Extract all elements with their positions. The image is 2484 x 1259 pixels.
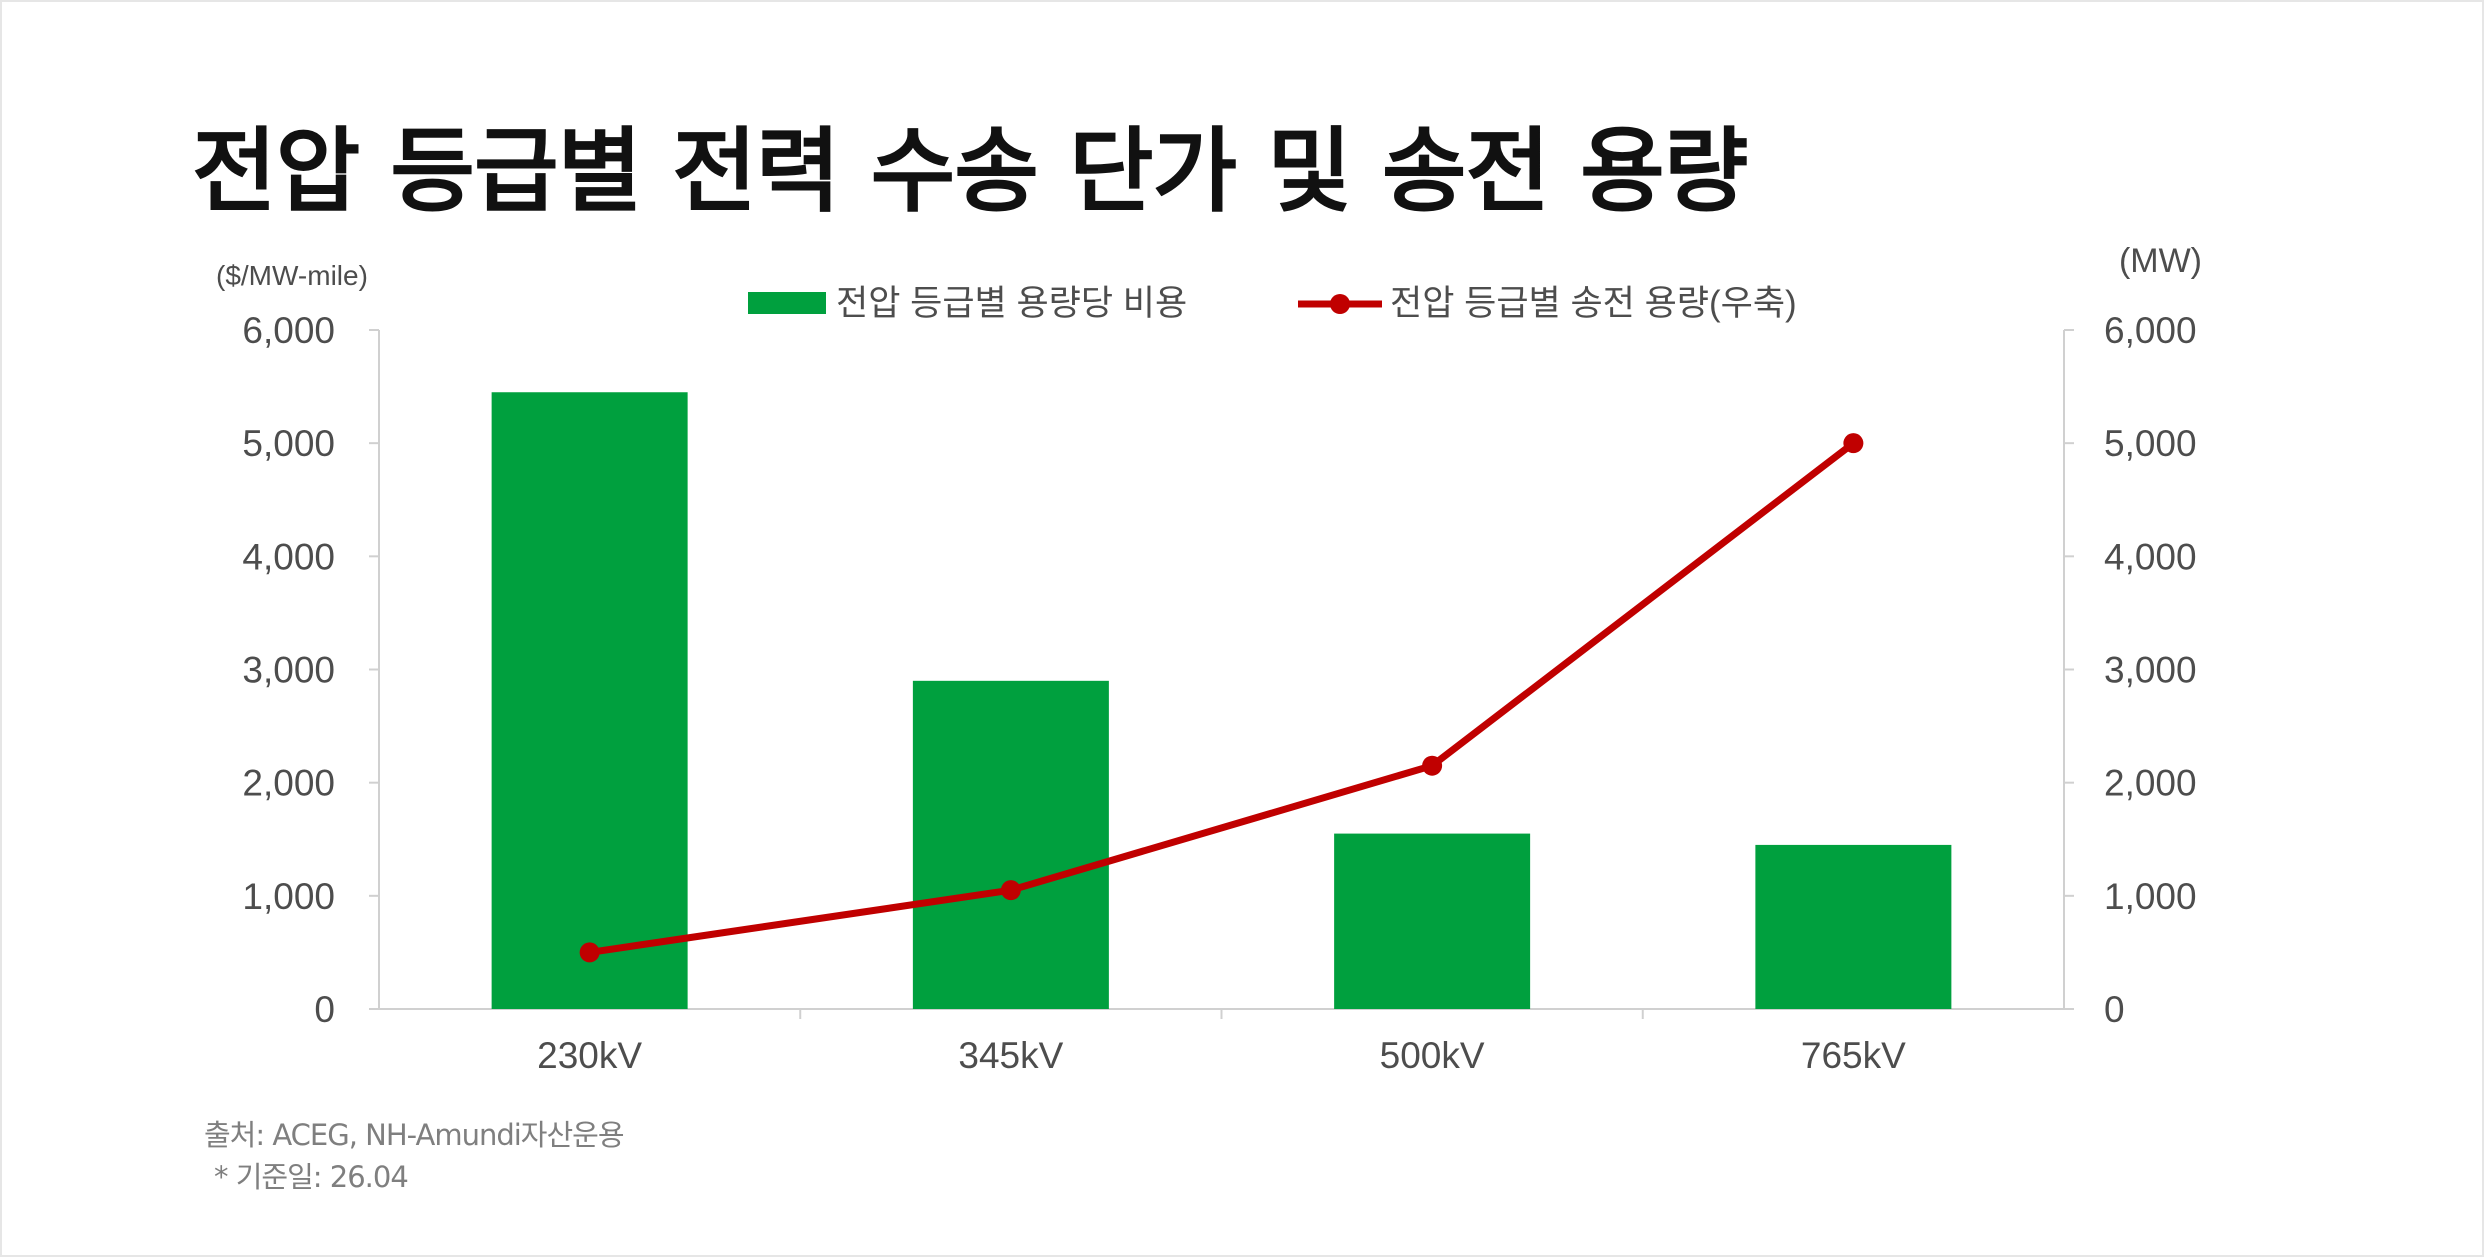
y2-tick-label: 6,000 [2104,310,2197,351]
bar-230kV [491,392,688,1009]
page-title: 전압 등급별 전력 수송 단가 및 송전 용량 [192,118,1748,225]
source-line: 출처: ACEG, NH-Amundi자산운용 [204,1118,625,1152]
legend-bar-label: 전압 등급별 용량당 비용 [836,284,1187,323]
capacity-point-765kV [1843,433,1864,454]
y-tick-label: 1,000 [242,876,335,917]
bar-500kV [1334,833,1531,1009]
y-tick-label: 3,000 [242,650,335,691]
x-tick-label: 230kV [537,1035,642,1076]
y2-tick-label: 4,000 [2104,536,2197,577]
x-tick-label: 765kV [1801,1035,1906,1076]
y-tick-label: 0 [314,989,335,1030]
legend-line-label: 전압 등급별 송전 용량(우축) [1390,284,1797,323]
y2-tick-label: 1,000 [2104,876,2197,917]
y2-axis-unit: (MW) [2119,242,2202,280]
y2-tick-label: 0 [2104,989,2125,1030]
x-tick-label: 345kV [958,1035,1063,1076]
y-tick-label: 5,000 [242,423,335,464]
bar-765kV [1755,844,1952,1009]
date-note: * 기준일: 26.04 [214,1160,409,1194]
legend-line-marker [1330,294,1350,314]
y-axis-unit: ($/MW-mile) [216,260,368,291]
capacity-line [589,440,1856,956]
capacity-point-345kV [1000,880,1021,901]
y2-tick-label: 3,000 [2104,650,2197,691]
y-tick-label: 2,000 [242,763,335,804]
y-tick-label: 4,000 [242,536,335,577]
source-note: 출처: ACEG, NH-Amundi자산운용 * 기준일: 26.04 [204,1114,625,1198]
y2-tick-label: 5,000 [2104,423,2197,464]
capacity-point-230kV [579,942,600,963]
legend-bar-swatch [748,292,826,314]
y-tick-label: 6,000 [242,310,335,351]
y2-tick-label: 2,000 [2104,763,2197,804]
capacity-point-500kV [1422,755,1443,776]
bar-345kV [912,680,1109,1009]
x-tick-label: 500kV [1380,1035,1485,1076]
